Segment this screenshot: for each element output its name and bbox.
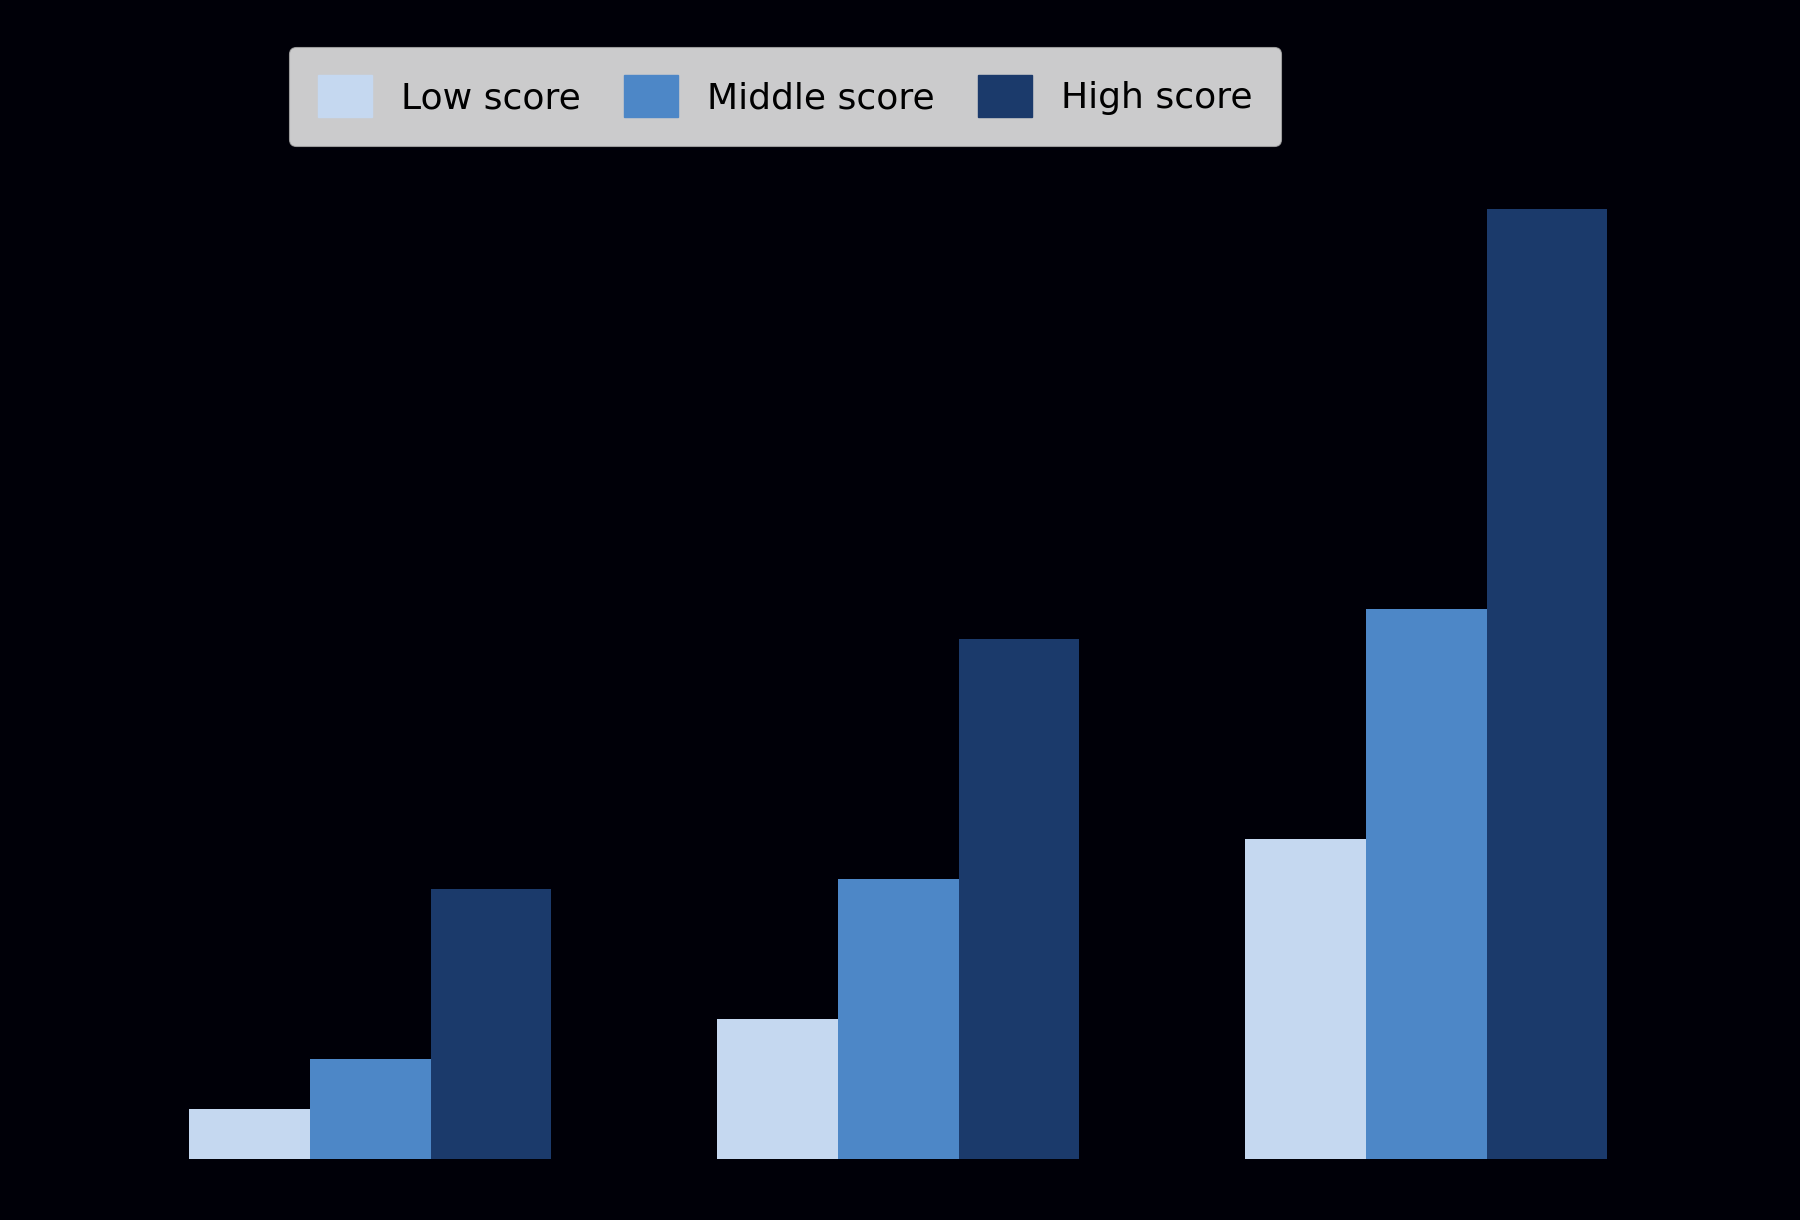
Bar (716, 1019, 839, 1159)
Bar (1246, 839, 1366, 1159)
Bar (959, 639, 1080, 1159)
Bar (839, 878, 959, 1159)
Bar (430, 889, 551, 1159)
Legend: Low score, Middle score, High score: Low score, Middle score, High score (288, 46, 1282, 146)
Bar (1487, 209, 1607, 1159)
Bar (1366, 609, 1487, 1159)
Bar (310, 1059, 430, 1159)
Bar (189, 1109, 310, 1159)
